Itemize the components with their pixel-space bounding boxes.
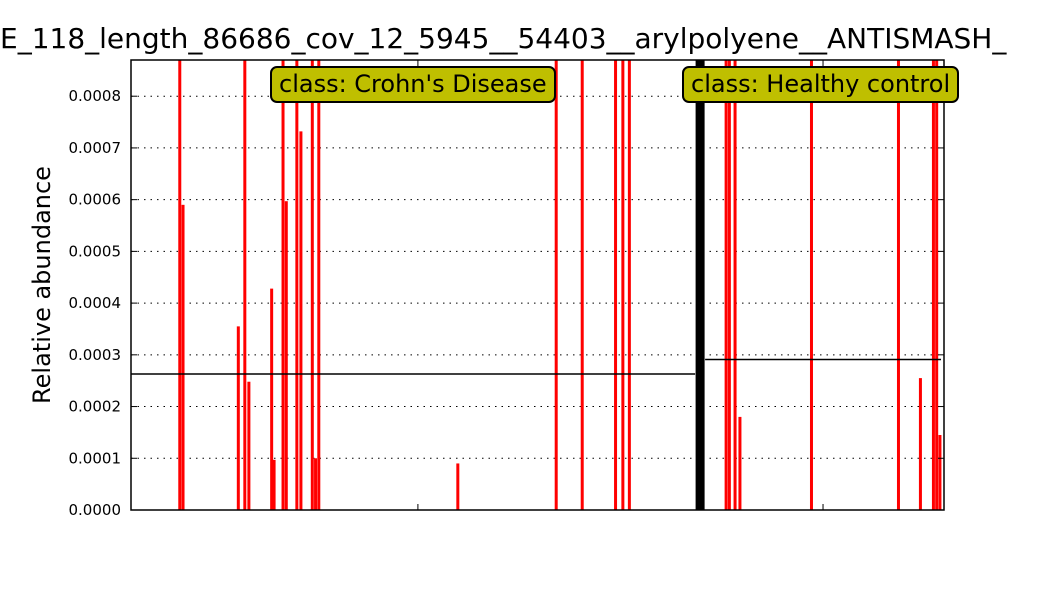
bar xyxy=(310,60,314,510)
chart-title: E_118_length_86686_cov_12_5945__54403__a… xyxy=(0,22,1007,55)
y-axis-ticks: 0.0000 0.0001 0.0002 0.0003 0.0004 0.0005 0.00… xyxy=(69,87,944,519)
y-tick-label: 0.0005 xyxy=(69,242,122,260)
bar-series xyxy=(178,60,942,511)
bar xyxy=(247,381,251,510)
bar xyxy=(314,458,318,510)
gridlines xyxy=(131,95,944,459)
bar xyxy=(178,60,182,510)
bar xyxy=(733,60,737,510)
bar xyxy=(621,60,625,510)
plot-frame xyxy=(130,59,945,511)
y-tick-label: 0.0003 xyxy=(69,346,122,364)
bar xyxy=(236,326,240,510)
class-mean-lines xyxy=(131,60,941,510)
bar xyxy=(456,463,460,510)
bar xyxy=(727,60,731,510)
y-tick-label: 0.0007 xyxy=(69,139,122,157)
bar xyxy=(918,378,922,510)
class-divider xyxy=(695,60,705,510)
class-label-healthy: class: Healthy control xyxy=(682,66,960,103)
bar xyxy=(896,60,900,510)
bar xyxy=(938,435,942,510)
bar xyxy=(299,131,303,510)
bar xyxy=(295,60,299,510)
x-axis-ticks xyxy=(417,60,824,510)
y-tick-label: 0.0002 xyxy=(69,398,122,416)
y-tick-label: 0.0006 xyxy=(69,191,122,209)
bar xyxy=(724,60,728,510)
bar xyxy=(272,459,276,510)
bar xyxy=(809,60,813,510)
bar xyxy=(554,60,558,510)
bar xyxy=(243,60,247,510)
bar xyxy=(317,60,321,510)
bar xyxy=(614,60,618,510)
bar xyxy=(580,60,584,510)
y-tick-label: 0.0008 xyxy=(69,87,122,105)
bar xyxy=(935,60,939,510)
bar xyxy=(281,60,285,510)
bar xyxy=(270,288,274,510)
bar xyxy=(931,60,935,510)
y-tick-label: 0.0000 xyxy=(69,501,122,519)
bar xyxy=(284,201,288,510)
y-tick-label: 0.0004 xyxy=(69,294,122,312)
bar xyxy=(738,416,742,510)
bar xyxy=(627,60,631,510)
class-label-crohns: class: Crohn's Disease xyxy=(270,66,556,103)
bar xyxy=(181,204,185,511)
y-tick-label: 0.0001 xyxy=(69,449,122,467)
